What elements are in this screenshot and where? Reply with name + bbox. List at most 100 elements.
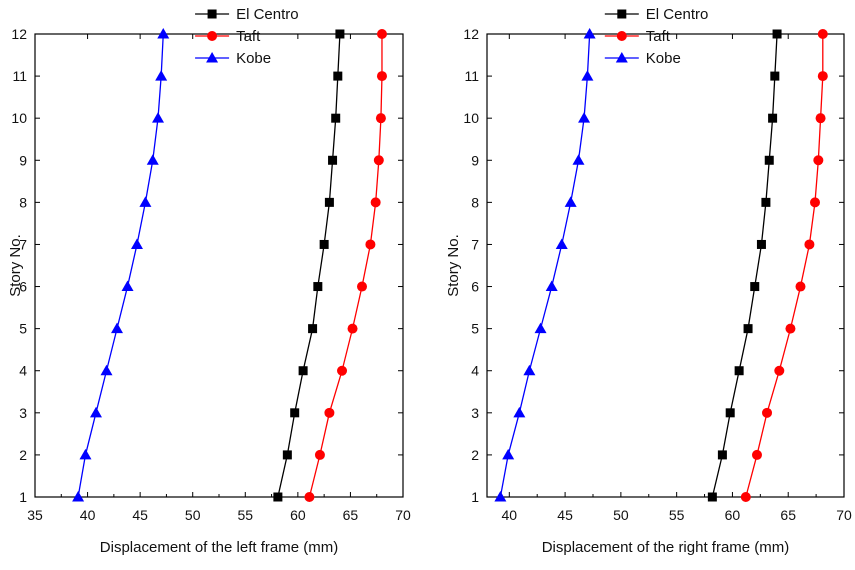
- data-point: [337, 365, 348, 376]
- data-point: [157, 28, 170, 39]
- data-point: [815, 113, 826, 124]
- data-point: [335, 29, 345, 39]
- data-point: [743, 324, 753, 334]
- y-tick-label: 5: [19, 321, 27, 337]
- y-tick-label: 11: [12, 68, 27, 84]
- legend-marker: [615, 52, 628, 63]
- data-point: [373, 155, 384, 166]
- data-point: [761, 197, 771, 207]
- data-point: [100, 364, 113, 376]
- x-tick-label: 35: [27, 507, 43, 523]
- data-point: [770, 71, 780, 81]
- x-tick-label: 60: [725, 507, 741, 523]
- series-taft: [304, 29, 387, 502]
- data-point: [319, 239, 329, 249]
- series-line: [308, 34, 383, 498]
- data-point: [502, 448, 515, 460]
- data-point: [768, 113, 778, 123]
- legend-label: Taft: [236, 28, 261, 45]
- data-point: [750, 282, 760, 292]
- data-point: [785, 323, 796, 334]
- y-tick-label: 9: [19, 152, 27, 168]
- data-point: [564, 196, 577, 207]
- x-tick-label: 65: [343, 507, 359, 523]
- y-tick-label: 10: [11, 110, 27, 126]
- legend-marker: [206, 52, 219, 63]
- x-tick-label: 65: [780, 507, 796, 523]
- x-tick-label: 60: [290, 507, 306, 523]
- data-point: [152, 112, 165, 123]
- data-point: [290, 408, 300, 418]
- data-point: [545, 280, 558, 292]
- y-tick-label: 8: [19, 194, 27, 210]
- y-tick-label: 12: [11, 26, 27, 42]
- x-tick-label: 45: [557, 507, 573, 523]
- legend-marker: [207, 9, 217, 19]
- y-axis-title: Story No.: [445, 234, 462, 297]
- data-point: [734, 366, 744, 376]
- legend-marker: [617, 9, 627, 19]
- data-point: [774, 365, 785, 376]
- y-tick-label: 11: [464, 68, 479, 84]
- y-tick-label: 8: [471, 194, 479, 210]
- data-point: [717, 450, 727, 460]
- legend-item: Taft: [195, 28, 261, 45]
- data-point: [324, 407, 335, 418]
- x-tick-label: 70: [836, 507, 852, 523]
- y-tick-label: 1: [19, 489, 27, 505]
- y-axis-title: Story No.: [7, 234, 24, 297]
- y-tick-label: 9: [471, 152, 479, 168]
- x-axis-title: Displacement of the left frame (mm): [100, 539, 338, 556]
- data-point: [817, 29, 828, 39]
- legend-item: El Centro: [604, 6, 708, 23]
- data-point: [282, 450, 292, 460]
- data-point: [273, 492, 283, 502]
- data-point: [740, 492, 751, 502]
- series-line: [499, 33, 591, 498]
- y-tick-label: 1: [471, 489, 479, 505]
- data-point: [298, 366, 308, 376]
- data-point: [89, 406, 102, 418]
- x-tick-label: 40: [80, 507, 96, 523]
- data-point: [333, 71, 343, 81]
- data-point: [795, 281, 806, 292]
- series-el-centro: [273, 29, 345, 502]
- legend-item: Kobe: [195, 50, 271, 67]
- data-point: [494, 491, 507, 502]
- data-point: [79, 448, 92, 460]
- x-axis-title: Displacement of the right frame (mm): [542, 539, 790, 556]
- y-tick-label: 2: [19, 447, 27, 463]
- y-tick-label: 4: [19, 363, 27, 379]
- data-point: [130, 238, 143, 249]
- data-point: [308, 324, 318, 334]
- legend-marker: [207, 31, 218, 41]
- data-point: [513, 406, 526, 418]
- data-point: [121, 280, 134, 292]
- data-point: [762, 407, 773, 418]
- data-point: [314, 449, 325, 460]
- data-point: [376, 29, 387, 39]
- legend-label: Taft: [646, 28, 671, 45]
- data-point: [331, 113, 341, 123]
- series-line: [745, 34, 824, 498]
- legend-label: Kobe: [236, 50, 271, 67]
- data-point: [751, 449, 762, 460]
- data-point: [313, 282, 323, 292]
- series-taft: [740, 29, 828, 502]
- x-tick-label: 55: [237, 507, 253, 523]
- legend-item: Kobe: [604, 50, 681, 67]
- data-point: [817, 71, 828, 82]
- plot-frame: [34, 33, 404, 498]
- data-point: [534, 322, 547, 334]
- data-point: [356, 281, 367, 292]
- data-point: [376, 71, 387, 82]
- y-tick-label: 3: [19, 405, 27, 421]
- legend: El Centro Taft Kobe: [604, 6, 708, 67]
- data-point: [764, 155, 774, 165]
- data-point: [555, 238, 568, 249]
- data-point: [583, 28, 596, 39]
- legend-marker: [616, 31, 627, 41]
- legend-item: Taft: [604, 28, 671, 45]
- data-point: [72, 491, 85, 502]
- legend-label: Kobe: [646, 50, 681, 67]
